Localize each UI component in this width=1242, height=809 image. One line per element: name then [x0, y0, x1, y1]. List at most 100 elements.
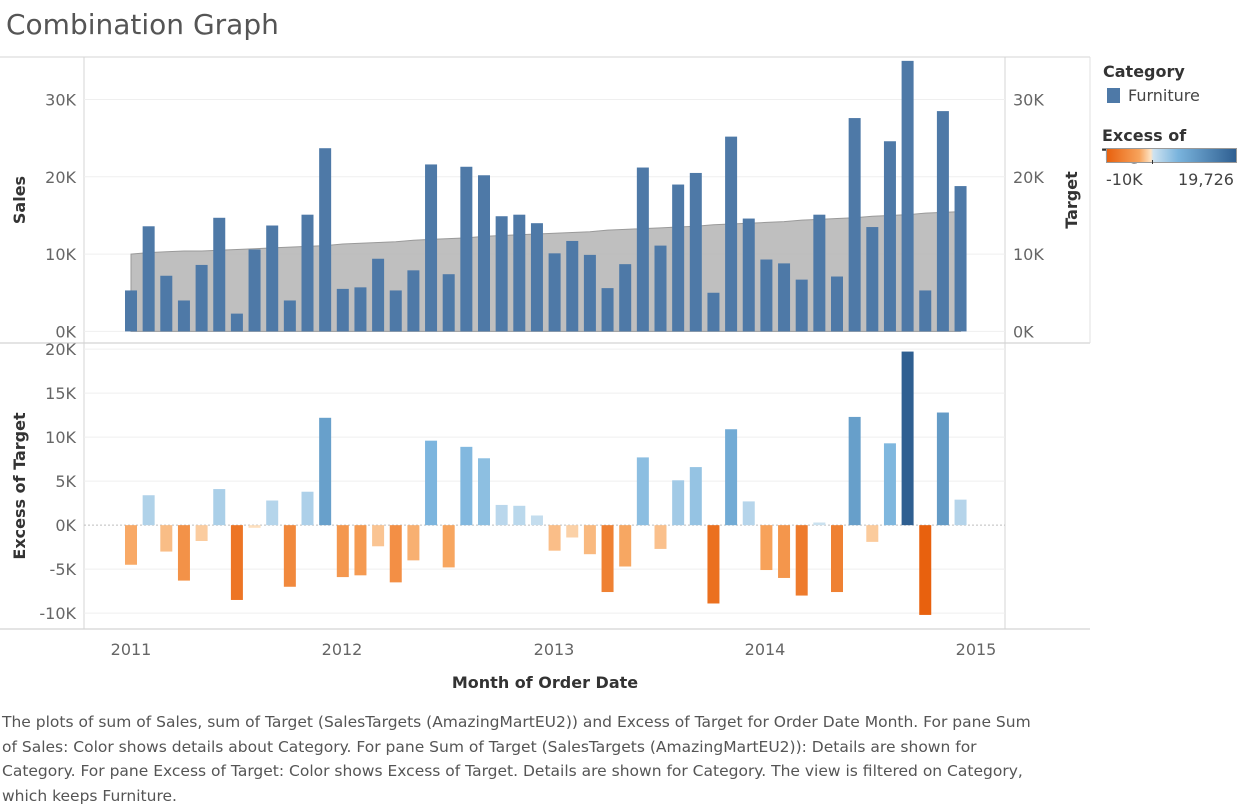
sales-bar: [354, 287, 367, 332]
sales-bar: [636, 167, 649, 332]
excess-tick-label: 15K: [45, 384, 76, 403]
category-legend-item[interactable]: Furniture: [1107, 86, 1200, 105]
sales-bar: [195, 264, 208, 332]
excess-bar: [283, 525, 296, 587]
sales-bar: [954, 186, 967, 332]
sales-bar: [301, 214, 314, 332]
excess-bar: [354, 525, 367, 576]
sales-bar: [513, 214, 526, 332]
sales-bar: [654, 245, 667, 332]
excess-bar: [548, 525, 561, 551]
excess-bar: [707, 525, 720, 604]
excess-bar: [301, 491, 314, 526]
sales-bar: [601, 288, 614, 332]
excess-tick-label: 10K: [45, 428, 76, 447]
excess-bar: [936, 412, 949, 526]
excess-tick-label: 20K: [45, 340, 76, 359]
excess-bar: [619, 525, 632, 567]
year-tick-label: 2014: [745, 640, 786, 659]
sales-bar: [566, 240, 579, 332]
excess-bar: [583, 525, 596, 555]
excess-bar: [760, 525, 773, 571]
excess-bar: [866, 525, 879, 542]
excess-bar: [160, 525, 173, 552]
excess-bar: [636, 457, 649, 526]
excess-bar: [389, 525, 402, 583]
category-legend-label: Furniture: [1128, 86, 1200, 105]
excess-bar: [919, 525, 932, 615]
excess-bar: [142, 495, 155, 526]
excess-tick-label: 5K: [55, 472, 76, 491]
excess-bar: [213, 489, 226, 526]
excess-bar: [478, 458, 490, 526]
sales-bar: [742, 218, 755, 332]
year-tick-label: 2015: [956, 640, 997, 659]
sales-bar: [213, 217, 226, 332]
sales-bar: [478, 175, 490, 332]
sales-bar: [866, 227, 879, 332]
excess-tick-label: -10K: [39, 604, 76, 623]
excess-legend-max: 19,726: [1178, 170, 1234, 189]
sales-bar: [795, 279, 808, 332]
sales-bar: [848, 118, 861, 332]
excess-tick-label: 0K: [55, 516, 76, 535]
excess-bar: [407, 525, 420, 561]
sales-bar: [707, 292, 720, 332]
excess-bar: [248, 525, 261, 528]
sales-bar: [725, 136, 738, 332]
sales-bar: [142, 226, 155, 332]
sales-bar: [177, 300, 190, 332]
sales-bar: [813, 214, 826, 332]
sales-tick-label: 20K: [45, 168, 76, 187]
sales-bar: [831, 276, 843, 332]
sales-tick-label: 30K: [45, 91, 76, 110]
excess-bar: [266, 500, 279, 526]
furniture-swatch: [1107, 88, 1120, 103]
sales-bar: [319, 148, 332, 332]
sales-bar: [583, 254, 596, 332]
excess-bar: [336, 525, 349, 578]
sales-bar: [442, 274, 455, 332]
excess-bar: [372, 525, 385, 547]
sales-bar: [901, 60, 914, 332]
target-axis-label: Target: [1062, 171, 1081, 229]
excess-bar: [725, 429, 738, 526]
target-tick-label: 10K: [1013, 245, 1044, 264]
sales-bar: [548, 253, 561, 332]
target-tick-label: 30K: [1013, 91, 1044, 110]
excess-bar: [566, 525, 579, 538]
sales-bar: [936, 111, 949, 332]
excess-bar: [795, 525, 808, 596]
excess-bar: [319, 417, 332, 526]
sales-bar: [760, 259, 773, 332]
excess-bar: [813, 522, 826, 526]
year-tick-label: 2011: [111, 640, 152, 659]
sales-bar: [883, 141, 896, 332]
excess-bar: [848, 416, 861, 526]
sales-bar: [372, 258, 385, 332]
excess-bar: [689, 467, 702, 526]
excess-bar: [742, 501, 755, 526]
sales-bar: [160, 275, 173, 332]
excess-bar: [177, 525, 190, 581]
sales-bar: [495, 216, 508, 332]
excess-bar: [425, 440, 438, 526]
excess-bar: [125, 525, 137, 565]
sales-bar: [689, 172, 702, 332]
year-tick-label: 2013: [534, 640, 575, 659]
target-tick-label: 0K: [1013, 322, 1034, 341]
category-legend-title: Category: [1103, 62, 1185, 81]
year-tick-label: 2012: [322, 640, 363, 659]
sales-bar: [619, 264, 632, 332]
sales-bar: [530, 223, 543, 332]
excess-bar: [601, 525, 614, 593]
sales-bar: [230, 313, 243, 332]
sales-bar: [266, 225, 279, 332]
sales-bar: [248, 249, 261, 332]
excess-bar: [778, 525, 791, 578]
excess-tick-label: -5K: [50, 560, 77, 579]
excess-color-ramp: [1106, 148, 1237, 163]
sales-bar: [672, 184, 685, 332]
excess-legend-min: -10K: [1106, 170, 1143, 189]
excess-bar: [883, 443, 896, 526]
